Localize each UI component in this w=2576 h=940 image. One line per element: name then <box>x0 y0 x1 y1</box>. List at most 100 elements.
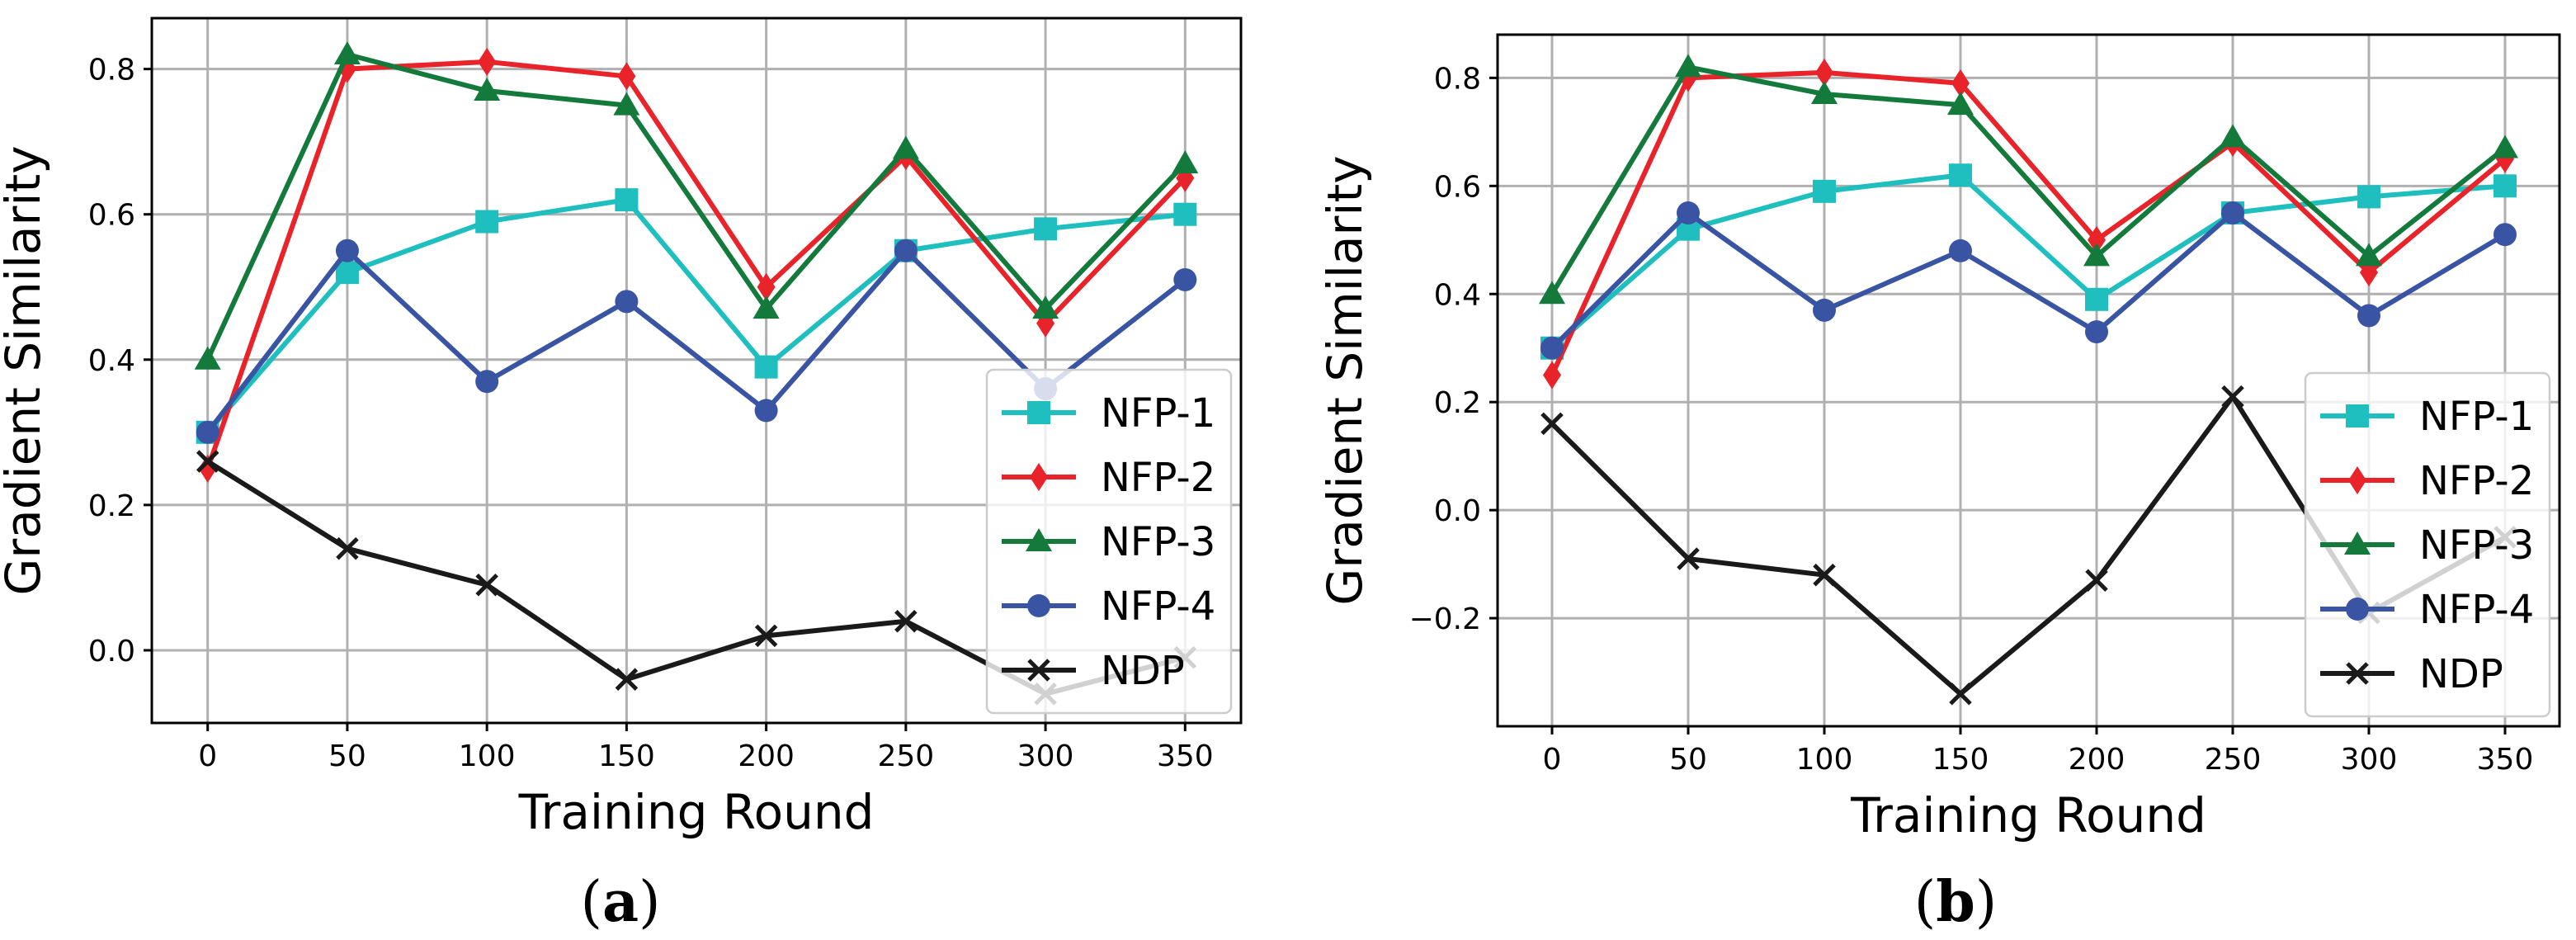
data-point-ndp <box>894 609 918 633</box>
series-line-nfp-3 <box>205 52 1187 361</box>
data-point-nfp-4 <box>1540 336 1564 360</box>
y-tick-label: 0.4 <box>1434 278 1481 312</box>
data-point-nfp-1 <box>2493 174 2517 198</box>
x-tick-label: 350 <box>2477 743 2534 777</box>
data-point-nfp-4 <box>2085 320 2108 344</box>
legend-label-ndp: NDP <box>2419 651 2503 697</box>
data-point-nfp-1 <box>1173 202 1197 226</box>
y-tick-label: 0.0 <box>88 635 135 668</box>
data-point-nfp-2 <box>1815 58 1833 87</box>
data-point-nfp-3 <box>892 135 919 159</box>
data-point-nfp-2 <box>1951 68 1970 97</box>
x-tick-label: 350 <box>1157 739 1214 773</box>
data-point-ndp <box>1949 682 1972 706</box>
y-tick-label: 0.6 <box>88 199 135 233</box>
data-point-nfp-4 <box>754 399 778 423</box>
data-point-ndp <box>1677 547 1700 570</box>
data-point-nfp-4 <box>475 370 499 394</box>
x-tick-label: 300 <box>2341 743 2398 777</box>
data-point-nfp-4 <box>2493 223 2517 247</box>
data-point-nfp-2 <box>2088 225 2106 254</box>
y-tick-label: 0.0 <box>1434 494 1481 528</box>
data-point-nfp-1 <box>1813 179 1836 203</box>
legend: NFP-1 NFP-2 NFP-3 NFP-4 NDP <box>985 368 1233 715</box>
data-point-ndp <box>754 624 778 648</box>
legend-marker-ndp <box>1027 659 1050 682</box>
data-point-nfp-4 <box>894 239 918 262</box>
y-tick-label: 0.8 <box>88 54 135 87</box>
data-point-ndp <box>615 668 639 691</box>
legend-label-nfp-2: NFP-2 <box>2419 458 2534 504</box>
data-point-nfp-1 <box>1949 163 1972 187</box>
plot-frame <box>150 17 1243 725</box>
legend-label-nfp-1: NFP-1 <box>1101 390 1215 437</box>
data-point-ndp <box>2085 569 2108 593</box>
data-point-ndp <box>1813 563 1836 587</box>
legend-label-nfp-3: NFP-3 <box>2419 522 2534 569</box>
data-point-nfp-1 <box>475 210 499 234</box>
legend: NFP-1 NFP-2 NFP-3 NFP-4 NDP <box>2304 371 2551 718</box>
x-tick-label: 0 <box>198 739 217 773</box>
series-line-nfp-2 <box>205 59 1187 470</box>
data-point-nfp-1 <box>615 188 639 212</box>
plot-area <box>1539 54 2518 706</box>
data-point-ndp <box>336 536 359 560</box>
legend-marker-nfp-4 <box>1027 594 1050 617</box>
data-point-nfp-2 <box>1543 361 1561 390</box>
legend-label-nfp-3: NFP-3 <box>1101 519 1215 565</box>
legend-box <box>2304 371 2551 718</box>
legend-label-nfp-4: NFP-4 <box>2419 587 2534 633</box>
data-point-nfp-4 <box>335 239 359 262</box>
y-tick-label: 0.8 <box>1434 62 1481 96</box>
data-point-nfp-3 <box>753 295 780 319</box>
x-tick-label: 250 <box>2205 743 2262 777</box>
x-tick-label: 200 <box>2069 743 2125 777</box>
legend-marker-nfp-4 <box>2346 598 2369 621</box>
panel-label: (b) <box>1914 869 1998 935</box>
x-axis-label: Training Round <box>518 784 875 840</box>
legend-marker-nfp-1 <box>2346 404 2369 427</box>
data-point-nfp-3 <box>2083 243 2110 267</box>
data-point-nfp-3 <box>1947 92 1974 116</box>
y-tick-label: 0.2 <box>88 489 135 523</box>
legend-label-nfp-2: NFP-2 <box>1101 455 1215 501</box>
y-tick-label: −0.2 <box>1409 602 1481 636</box>
legend-label-nfp-4: NFP-4 <box>1101 583 1215 630</box>
x-tick-label: 0 <box>1543 743 1562 777</box>
series-line-nfp-2 <box>1550 69 2507 376</box>
legend-label-ndp: NDP <box>1101 648 1185 694</box>
data-point-ndp <box>1540 412 1564 436</box>
data-point-nfp-4 <box>1173 267 1197 291</box>
data-point-nfp-3 <box>1172 150 1199 174</box>
x-axis-label: Training Round <box>1850 787 2206 843</box>
data-point-nfp-4 <box>1677 201 1700 225</box>
x-tick-label: 250 <box>877 739 934 773</box>
x-tick-label: 300 <box>1017 739 1074 773</box>
legend-marker-nfp-2 <box>2348 466 2366 494</box>
data-point-nfp-2 <box>198 454 217 483</box>
x-tick-label: 50 <box>1669 743 1707 777</box>
data-point-nfp-2 <box>478 47 497 76</box>
data-point-ndp <box>196 450 219 473</box>
data-point-nfp-1 <box>2357 185 2380 209</box>
x-tick-label: 100 <box>1796 743 1853 777</box>
y-tick-label: 0.6 <box>1434 170 1481 204</box>
x-tick-label: 150 <box>598 739 655 773</box>
series-line-nfp-4 <box>205 248 1187 434</box>
x-tick-label: 150 <box>1932 743 1989 777</box>
data-point-nfp-1 <box>2085 287 2108 311</box>
legend-marker-nfp-2 <box>1030 463 1048 491</box>
x-tick-label: 100 <box>459 739 516 773</box>
x-tick-label: 200 <box>738 739 795 773</box>
data-point-nfp-1 <box>754 355 778 379</box>
y-tick-label: 0.4 <box>88 344 135 378</box>
data-point-nfp-3 <box>474 78 501 102</box>
data-point-nfp-1 <box>335 261 359 285</box>
series-line-nfp-3 <box>1550 64 2507 295</box>
panel-label: (a) <box>580 869 660 935</box>
data-point-nfp-4 <box>1949 239 1972 262</box>
data-point-nfp-3 <box>194 346 221 370</box>
data-point-nfp-3 <box>2492 135 2518 158</box>
data-point-nfp-1 <box>1034 217 1058 241</box>
